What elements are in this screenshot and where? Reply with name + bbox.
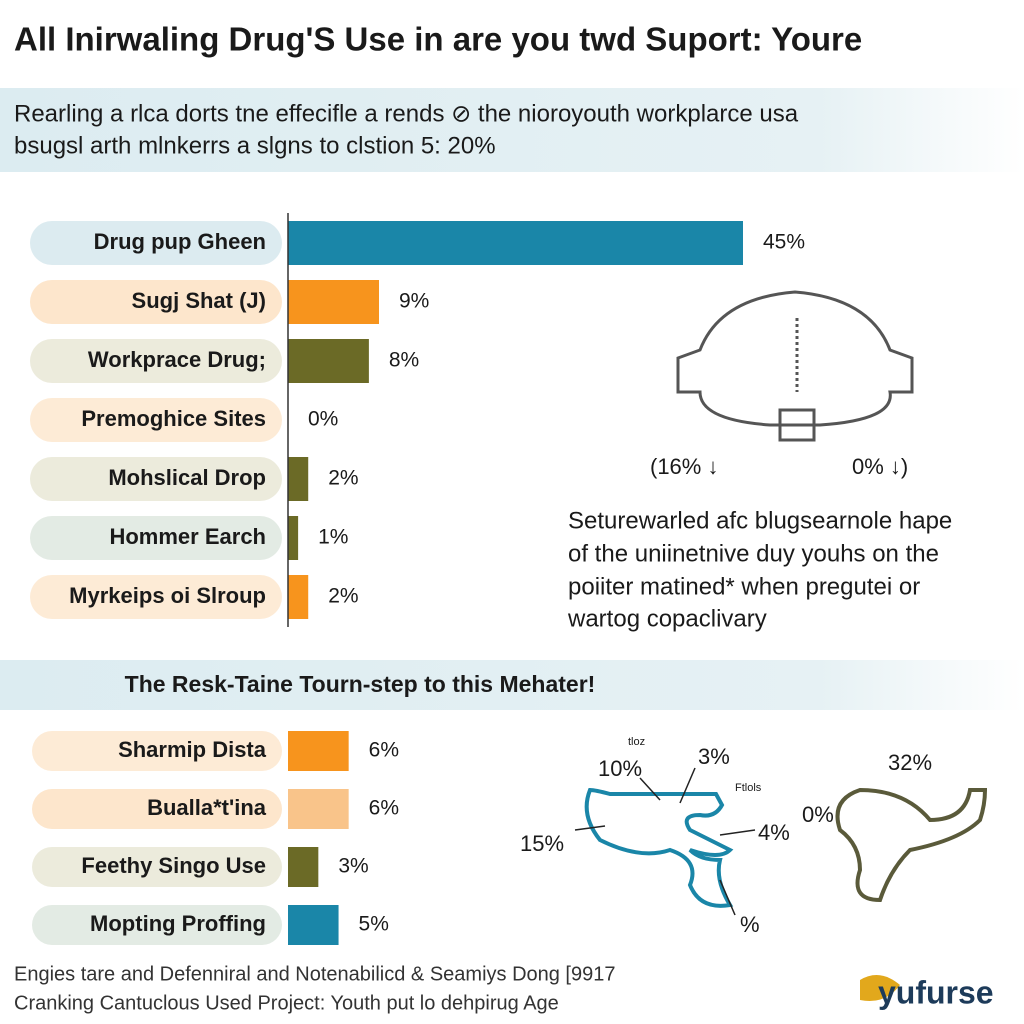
figure-label: % xyxy=(740,912,760,937)
value-label: 5% xyxy=(359,913,389,936)
logo: yufurse xyxy=(860,974,994,1010)
category-label: Hommer Earch xyxy=(109,524,266,549)
bar xyxy=(288,339,369,383)
value-label: 2% xyxy=(328,585,358,608)
figure-label: 15% xyxy=(520,831,564,856)
value-label: 45% xyxy=(763,231,805,254)
figure-pointers xyxy=(574,767,756,916)
category-pill xyxy=(30,339,282,383)
category-label: Sharmip Dista xyxy=(118,737,267,762)
section-band xyxy=(0,660,1024,710)
bar xyxy=(288,905,339,945)
bar xyxy=(288,731,349,771)
bar xyxy=(288,457,309,501)
section-title: The Resk-Taine Tourn-step to this Mehate… xyxy=(125,671,596,697)
chart-2: Sharmip Dista 6% Bualla*t'ina 6% Feethy Sing… xyxy=(32,731,399,945)
footer: Engies tare and Defenniral and Notenabil… xyxy=(14,963,615,985)
category-pill xyxy=(32,847,282,887)
figure-label: 10% xyxy=(598,756,642,781)
category-label: Sugj Shat (J) xyxy=(132,288,266,313)
category-label: Myrkeips oi Slroup xyxy=(69,583,266,608)
category-label: Mopting Proffing xyxy=(90,911,266,936)
bar xyxy=(288,789,349,829)
category-label: Feethy Singo Use xyxy=(81,853,266,878)
subtitle: Rearling a rlca dorts tne effecifle a re… xyxy=(14,100,799,127)
category-pill xyxy=(30,398,282,442)
gauge-label: 0% ↓) xyxy=(852,454,908,479)
chart-1: Drug pup Gheen 45% Sugj Shat (J) 9% Workprac… xyxy=(30,221,805,619)
figure-label: Ftlols xyxy=(735,782,762,794)
subtitle-band xyxy=(0,88,1024,172)
category-label: Drug pup Gheen xyxy=(94,229,266,254)
value-label: 8% xyxy=(389,349,419,372)
category-pill xyxy=(30,221,282,265)
footer: Cranking Cantuclous Used Project: Youth … xyxy=(14,992,559,1014)
figure-label: 3% xyxy=(698,744,730,769)
logo-text: yufurse xyxy=(878,974,994,1010)
category-pill xyxy=(30,575,282,619)
value-label: 9% xyxy=(399,290,429,313)
category-label: Mohslical Drop xyxy=(108,465,266,490)
side-note: Seturewarled afc blugsearnole hape xyxy=(568,507,952,534)
figure-label: 0% xyxy=(802,802,834,827)
category-pill xyxy=(32,789,282,829)
gauge-icon xyxy=(676,290,914,442)
figure-icons xyxy=(584,787,988,908)
category-pill xyxy=(32,731,282,771)
category-pill xyxy=(32,905,282,945)
category-label: Bualla*t'ina xyxy=(147,795,267,820)
side-note: wartog copaclivary xyxy=(567,605,767,632)
value-label: 1% xyxy=(318,526,348,549)
subtitle: bsugsl arth mlnkerrs a slgns to clstion … xyxy=(14,132,496,159)
bar xyxy=(288,221,743,265)
value-label: 0% xyxy=(308,408,338,431)
logo-icon xyxy=(860,975,900,1001)
gauge-label: (16% ↓ xyxy=(650,454,718,479)
title: All Inirwaling Drug'S Use in are you twd… xyxy=(14,21,862,58)
bar xyxy=(288,280,379,324)
category-label: Premoghice Sites xyxy=(81,406,266,431)
category-pill xyxy=(30,457,282,501)
category-label: Workprace Drug; xyxy=(88,347,266,372)
bar xyxy=(288,575,309,619)
side-note: of the uniinetnive duy youhs on the xyxy=(568,540,939,567)
bar xyxy=(288,847,319,887)
side-note: poiiter matined* when pregutei or xyxy=(568,573,920,600)
figure-label: 32% xyxy=(888,750,932,775)
value-label: 3% xyxy=(338,855,368,878)
category-pill xyxy=(30,280,282,324)
figure-label: tloz xyxy=(628,736,645,748)
figure-label: 4% xyxy=(758,820,790,845)
category-pill xyxy=(30,516,282,560)
value-label: 6% xyxy=(369,739,399,762)
value-label: 6% xyxy=(369,797,399,820)
value-label: 2% xyxy=(328,467,358,490)
bar xyxy=(288,516,299,560)
